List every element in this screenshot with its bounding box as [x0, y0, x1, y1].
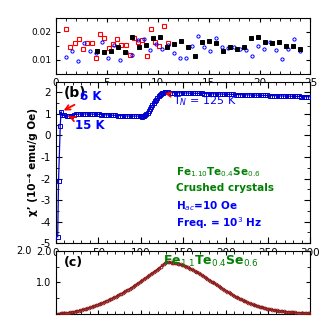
Text: (b): (b): [64, 86, 86, 100]
Text: (c): (c): [64, 256, 83, 268]
Text: H$_{ac}$=10 Oe: H$_{ac}$=10 Oe: [176, 199, 237, 213]
Text: 2.0: 2.0: [17, 246, 32, 256]
Text: Fe$_{1.10}$Te$_{0.4}$Se$_{0.6}$: Fe$_{1.10}$Te$_{0.4}$Se$_{0.6}$: [176, 165, 260, 179]
Text: Fe$_{1.1}$Te$_{0.4}$Se$_{0.6}$: Fe$_{1.1}$Te$_{0.4}$Se$_{0.6}$: [163, 254, 259, 269]
Text: T$_N$ = 125 K: T$_N$ = 125 K: [166, 92, 237, 108]
Text: Freq. = 10$^3$ Hz: Freq. = 10$^3$ Hz: [176, 215, 261, 231]
Y-axis label: χ’ (10⁻⁴ emu/g Oe): χ’ (10⁻⁴ emu/g Oe): [28, 108, 38, 216]
X-axis label: Temperature (K): Temperature (K): [125, 90, 241, 103]
Text: Crushed crystals: Crushed crystals: [176, 183, 274, 194]
Text: 15 K: 15 K: [69, 116, 104, 132]
Text: 6 K: 6 K: [65, 90, 101, 109]
